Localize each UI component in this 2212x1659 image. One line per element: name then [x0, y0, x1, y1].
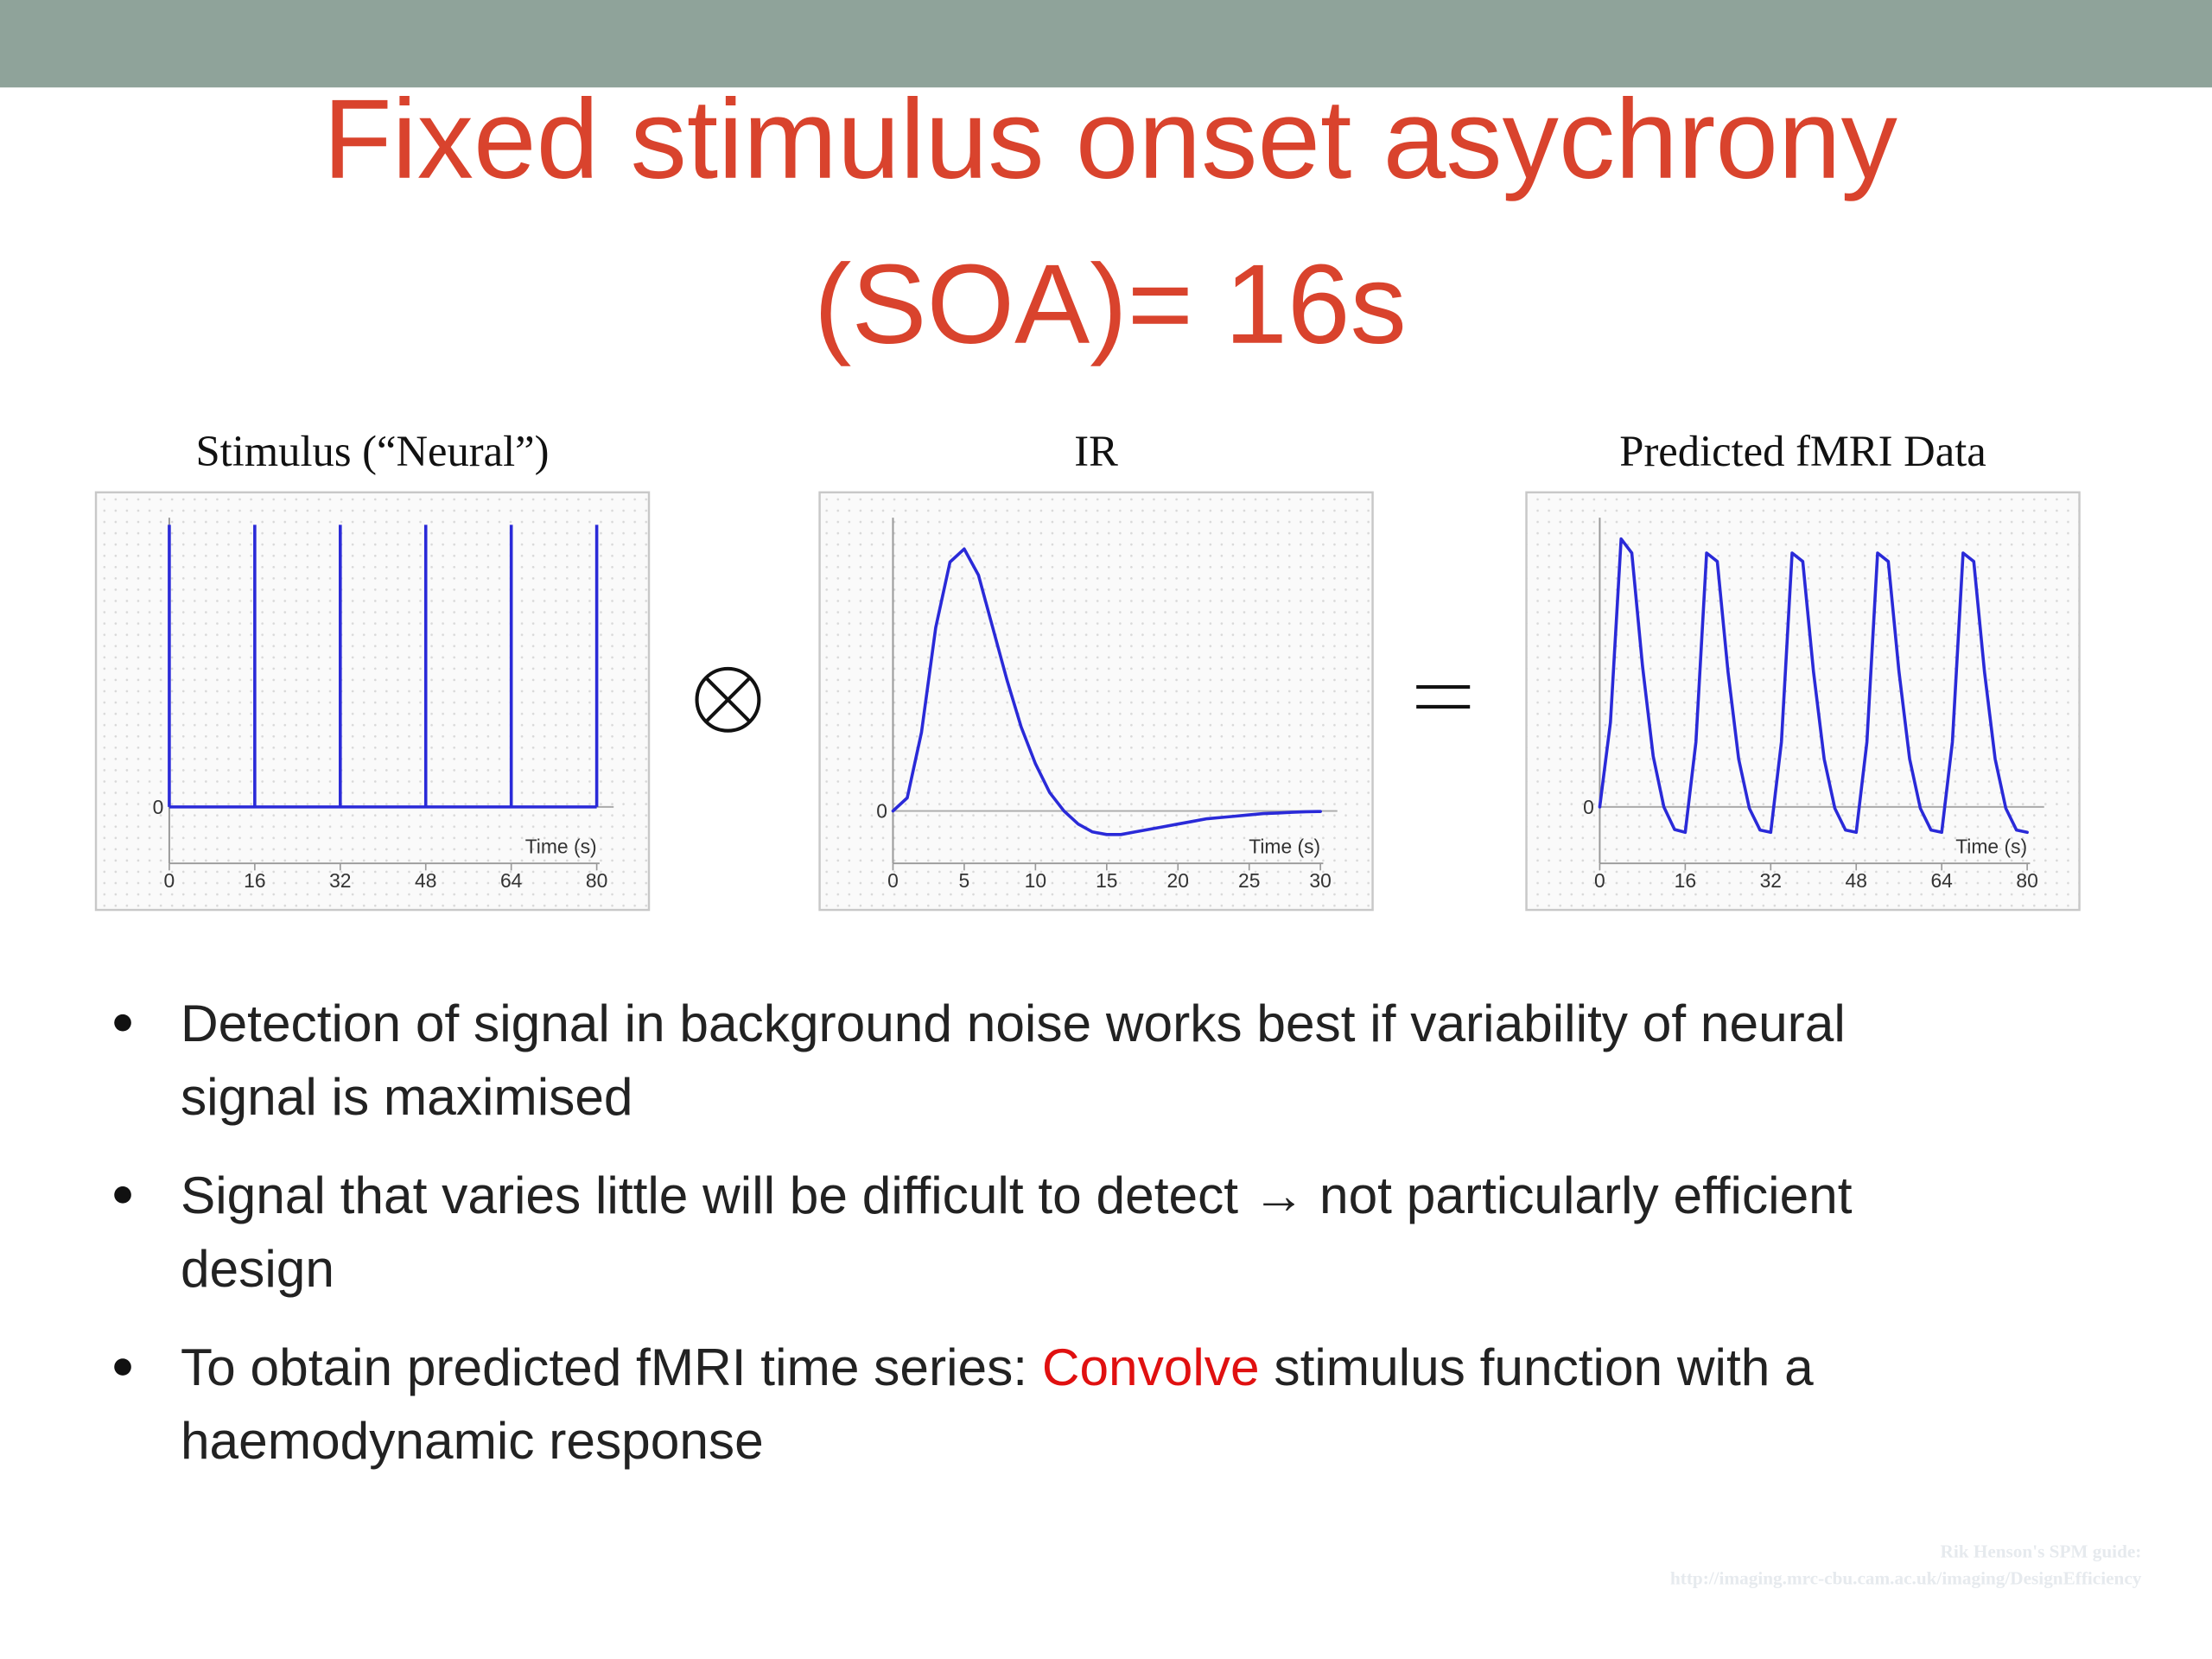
bullet-item: Detection of signal in background noise … — [114, 994, 1846, 1126]
x-tick-label: 0 — [164, 869, 175, 892]
bullet-text: design — [181, 1239, 334, 1298]
text-segment: design — [181, 1239, 334, 1298]
bullet-text: Detection of signal in background noise … — [181, 994, 1846, 1052]
highlighted-text: Convolve — [1042, 1338, 1260, 1396]
x-tick-label: 64 — [500, 869, 523, 892]
bullet-dot — [114, 1358, 131, 1376]
y-tick-label: 0 — [153, 796, 164, 818]
bullet-text: To obtain predicted fMRI time series: Co… — [181, 1338, 1814, 1396]
x-tick-label: 30 — [1309, 869, 1331, 892]
chart-title: Stimulus (“Neural”) — [196, 427, 550, 475]
x-tick-label: 0 — [1594, 869, 1605, 892]
x-tick-label: 32 — [329, 869, 351, 892]
bullet-dot — [114, 1186, 131, 1204]
x-axis-label: Time (s) — [1249, 836, 1320, 858]
bullet-text: signal is maximised — [181, 1067, 633, 1126]
x-tick-label: 16 — [1675, 869, 1696, 892]
y-tick-label: 0 — [1583, 796, 1594, 818]
x-tick-label: 5 — [959, 869, 970, 892]
title: (SOA)= 16s — [814, 241, 1407, 367]
text-segment: Signal that varies little will be diffic… — [181, 1166, 1853, 1224]
bullet-text: haemodynamic response — [181, 1411, 764, 1470]
header-bar — [0, 0, 2212, 88]
x-tick-label: 80 — [2016, 869, 2037, 892]
response-curve — [1598, 537, 2029, 835]
credit: Rik Henson's SPM guide: — [1941, 1541, 2142, 1561]
bullet-dot — [114, 1014, 131, 1032]
chart: IR 0 5 10 15 20 25 30 0 Time (s) — [818, 427, 1374, 912]
credit: http://imaging.mrc-cbu.cam.ac.uk/imaging… — [1670, 1567, 2142, 1588]
plot-frame — [818, 491, 1374, 912]
bullet-item: To obtain predicted fMRI time series: Co… — [114, 1338, 1814, 1470]
text-segment: haemodynamic response — [181, 1411, 764, 1470]
bullet-item: Signal that varies little will be diffic… — [114, 1166, 1853, 1298]
x-tick-label: 16 — [244, 869, 265, 892]
title: Fixed stimulus onset asychrony — [323, 76, 1898, 202]
text-segment: stimulus function with a — [1260, 1338, 1815, 1396]
x-tick-label: 25 — [1238, 869, 1260, 892]
x-axis-label: Time (s) — [1955, 836, 2027, 858]
text-segment: signal is maximised — [181, 1067, 633, 1126]
chart: Stimulus (“Neural”) 0 16 32 48 64 80 0 Time (s) — [94, 427, 651, 912]
response-curve — [891, 547, 1322, 836]
x-tick-label: 10 — [1025, 869, 1046, 892]
x-axis-label: Time (s) — [525, 836, 597, 858]
equals-operator — [1416, 685, 1471, 709]
y-tick-label: 0 — [876, 800, 887, 823]
x-tick-label: 48 — [415, 869, 436, 892]
convolve-operator — [695, 666, 761, 733]
bullet-text: Signal that varies little will be diffic… — [181, 1166, 1853, 1224]
x-tick-label: 20 — [1167, 869, 1189, 892]
x-tick-label: 48 — [1846, 869, 1867, 892]
x-tick-label: 0 — [887, 869, 899, 892]
chart: Predicted fMRI Data 0 16 32 48 64 80 0 Time (s) — [1525, 427, 2081, 912]
plot-frame — [94, 491, 651, 912]
text-segment: To obtain predicted fMRI time series: — [181, 1338, 1042, 1396]
x-tick-label: 15 — [1096, 869, 1117, 892]
x-tick-label: 32 — [1760, 869, 1782, 892]
text-segment: Detection of signal in background noise … — [181, 994, 1846, 1052]
chart-title: Predicted fMRI Data — [1619, 427, 1986, 475]
x-tick-label: 80 — [586, 869, 607, 892]
chart-title: IR — [1074, 427, 1118, 475]
x-tick-label: 64 — [1930, 869, 1953, 892]
